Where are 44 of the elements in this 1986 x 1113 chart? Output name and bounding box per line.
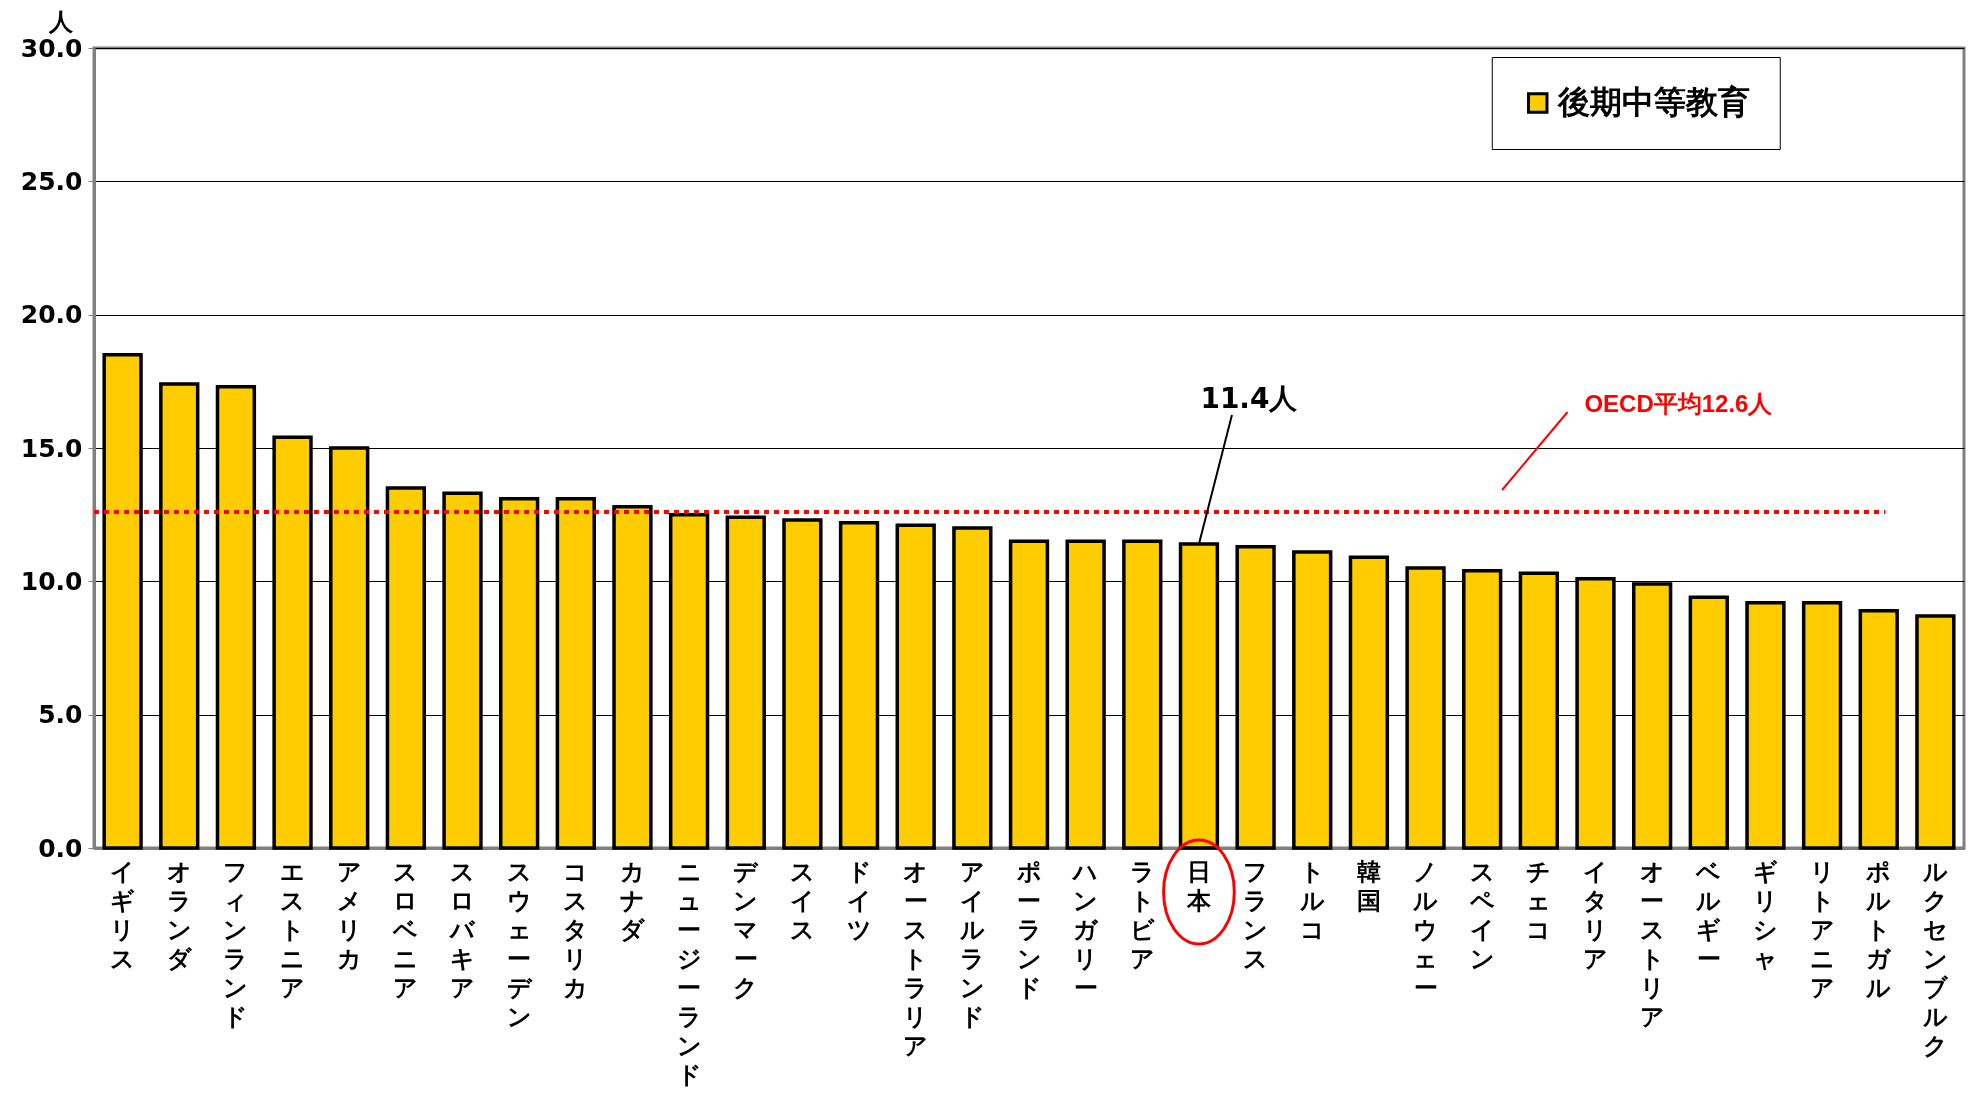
x-tick-label: リトアニア: [1809, 857, 1835, 1002]
y-tick-label: 0.0: [38, 833, 83, 863]
x-tick-label: アメリカ: [336, 857, 362, 973]
x-tick-label: ギリシャ: [1752, 857, 1778, 973]
x-tick-label: スウェーデン: [506, 857, 533, 1031]
x-tick-label: カナダ: [619, 857, 646, 944]
x-tick-label: ポーランド: [1015, 857, 1042, 1002]
x-tick-label: オーストラリア: [903, 857, 929, 1060]
x-tick-label: スペイン: [1468, 857, 1495, 973]
y-tick-label: 10.0: [20, 566, 83, 596]
x-tick-label: トルコ: [1298, 857, 1325, 944]
x-tick-label: オーストリア: [1639, 857, 1665, 1031]
y-tick-label: 5.0: [38, 700, 83, 730]
x-tick-label: エストニア: [280, 857, 306, 1002]
x-tick-label: ルクセンブルク: [1921, 857, 1949, 1060]
y-tick-label: 15.0: [20, 433, 83, 463]
x-tick-label: ポルトガル: [1865, 857, 1893, 1002]
annotation: 11.4人: [1200, 382, 1299, 415]
x-tick-label: ドイツ: [846, 857, 872, 944]
ref-line-label: OECD平均12.6人: [1584, 390, 1774, 417]
x-tick-label: 日本: [1185, 857, 1212, 915]
x-tick-label: スロベニア: [392, 857, 419, 1002]
y-axis-title: 人: [47, 7, 74, 36]
x-tick-label: ハンガリー: [1071, 857, 1100, 1002]
x-tick-label: アイルランド: [958, 857, 985, 1031]
x-tick-label: スロバキア: [448, 857, 477, 1002]
x-tick-label: イギリス: [110, 857, 136, 973]
x-tick-label: ラトビア: [1129, 857, 1155, 973]
x-tick-label: オランダ: [166, 857, 193, 973]
x-tick-label: ノルウェー: [1412, 857, 1439, 1002]
x-tick-label: チェコ: [1526, 857, 1552, 944]
x-tick-label: ニュージーランド: [676, 857, 702, 1089]
x-tick-label: コスタリカ: [563, 857, 589, 1002]
y-tick-label: 30.0: [20, 33, 83, 63]
x-tick-label: フィンランド: [223, 857, 249, 1031]
x-tick-label: スイス: [789, 857, 815, 944]
x-tick-label: 韓国: [1356, 857, 1381, 915]
x-tick-label: ベルギー: [1695, 857, 1722, 973]
y-tick-label: 20.0: [20, 300, 83, 330]
legend-label: 後期中等教育: [1556, 83, 1750, 121]
x-tick-label: デンマーク: [733, 857, 760, 1002]
x-tick-label: イタリア: [1582, 857, 1608, 973]
x-tick-label: フランス: [1243, 857, 1269, 973]
y-tick-label: 25.0: [20, 166, 83, 196]
